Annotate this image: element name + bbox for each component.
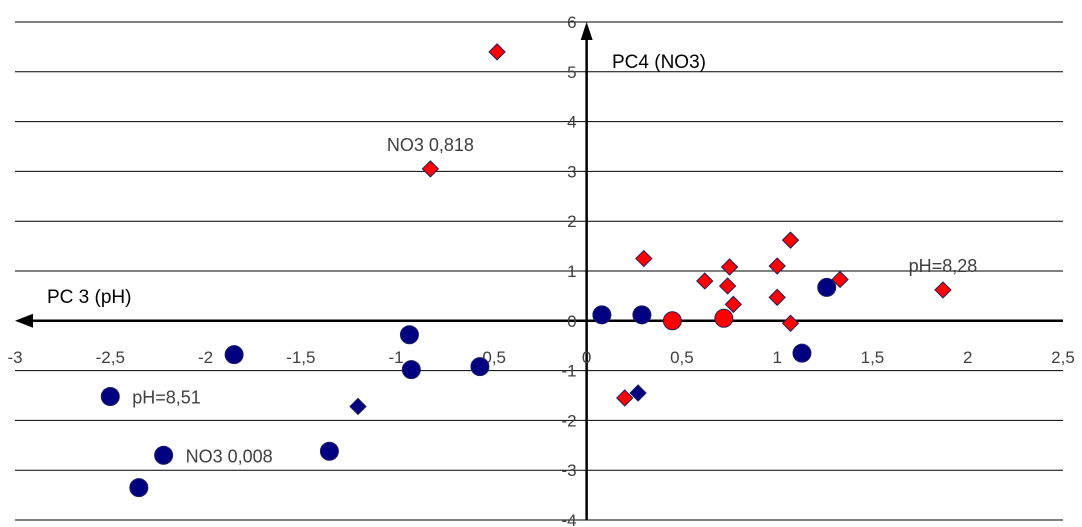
blue-circle-point — [224, 345, 244, 365]
x-tick-label: -2,5 — [96, 348, 125, 367]
red-diamond-point — [831, 270, 849, 289]
blue-circle-point — [100, 386, 120, 406]
blue-circle-point — [154, 445, 174, 465]
red-diamond-point — [781, 231, 800, 249]
y-tick-label: -2 — [562, 411, 577, 430]
blue-circle-point — [792, 343, 812, 363]
red-diamond-point — [421, 160, 440, 178]
annotation-label: pH=8,28 — [909, 256, 978, 276]
x-tick-label: -1,5 — [286, 348, 315, 367]
horizontal-gridlines — [15, 21, 1063, 521]
annotations: NO3 0,818 pH=8,28 pH=8,51 NO3 0,008 — [132, 135, 977, 466]
y-tick-label: 3 — [567, 162, 576, 181]
red-diamond-point — [488, 43, 506, 61]
y-tick-label: -3 — [562, 461, 577, 480]
blue-circle-point — [319, 441, 339, 461]
red-diamond-point — [768, 257, 786, 275]
red-diamond-point — [781, 314, 800, 332]
red-circle-point — [714, 308, 734, 328]
tick-labels: -3 -2,5 -2 -1,5 -1 -0,5 0 0,5 1 1,5 2 2,56543210-1-… — [7, 13, 1074, 527]
data-points — [100, 43, 952, 498]
x-axis-arrow — [15, 313, 33, 328]
red-circle-point — [662, 311, 682, 331]
y-tick-label: 0 — [567, 312, 576, 331]
y-tick-label: 2 — [567, 212, 576, 231]
annotation-label: NO3 0,818 — [387, 135, 474, 155]
red-diamond-point — [720, 258, 739, 276]
x-tick-label: -3 — [7, 348, 22, 367]
red-diamond-point — [696, 272, 714, 290]
blue-circle-point — [817, 277, 837, 297]
red-diamond-point — [718, 277, 737, 295]
y-tick-label: -4 — [562, 511, 577, 527]
red-diamond-point — [934, 281, 952, 299]
blue-circle-point — [399, 325, 419, 345]
y-axis-title: PC4 (NO3) — [612, 52, 706, 73]
annotation-label: NO3 0,008 — [186, 446, 273, 466]
red-diamond-point — [616, 389, 634, 407]
red-diamond-point — [724, 295, 743, 314]
blue-circle-point — [632, 305, 652, 325]
blue-circle-point — [470, 357, 490, 377]
y-tick-label: 1 — [567, 262, 576, 281]
x-tick-label: 2 — [963, 348, 972, 367]
y-tick-label: 6 — [567, 13, 576, 32]
axes — [15, 22, 1063, 520]
x-tick-label: 1,5 — [861, 348, 885, 367]
red-diamond-point — [768, 288, 786, 307]
blue-circle-point — [129, 478, 149, 498]
x-tick-label: 1 — [772, 348, 781, 367]
y-tick-label: 4 — [567, 113, 576, 132]
x-tick-label: -2 — [198, 348, 213, 367]
y-tick-label: -1 — [562, 362, 577, 381]
blue-circle-point — [592, 305, 612, 325]
annotation-label: pH=8,51 — [132, 387, 201, 407]
y-tick-label: 5 — [567, 63, 576, 82]
x-axis-title: PC 3 (pH) — [47, 287, 131, 308]
x-tick-label: 2,5 — [1051, 348, 1075, 367]
x-tick-label: -1 — [389, 348, 404, 367]
blue-diamond-point — [629, 384, 647, 402]
red-diamond-point — [635, 249, 653, 268]
blue-diamond-point — [349, 397, 367, 416]
x-tick-label: 0,5 — [670, 348, 694, 367]
x-tick-label: 0 — [582, 348, 591, 367]
y-axis-arrow — [580, 22, 593, 40]
blue-circle-point — [401, 360, 421, 380]
